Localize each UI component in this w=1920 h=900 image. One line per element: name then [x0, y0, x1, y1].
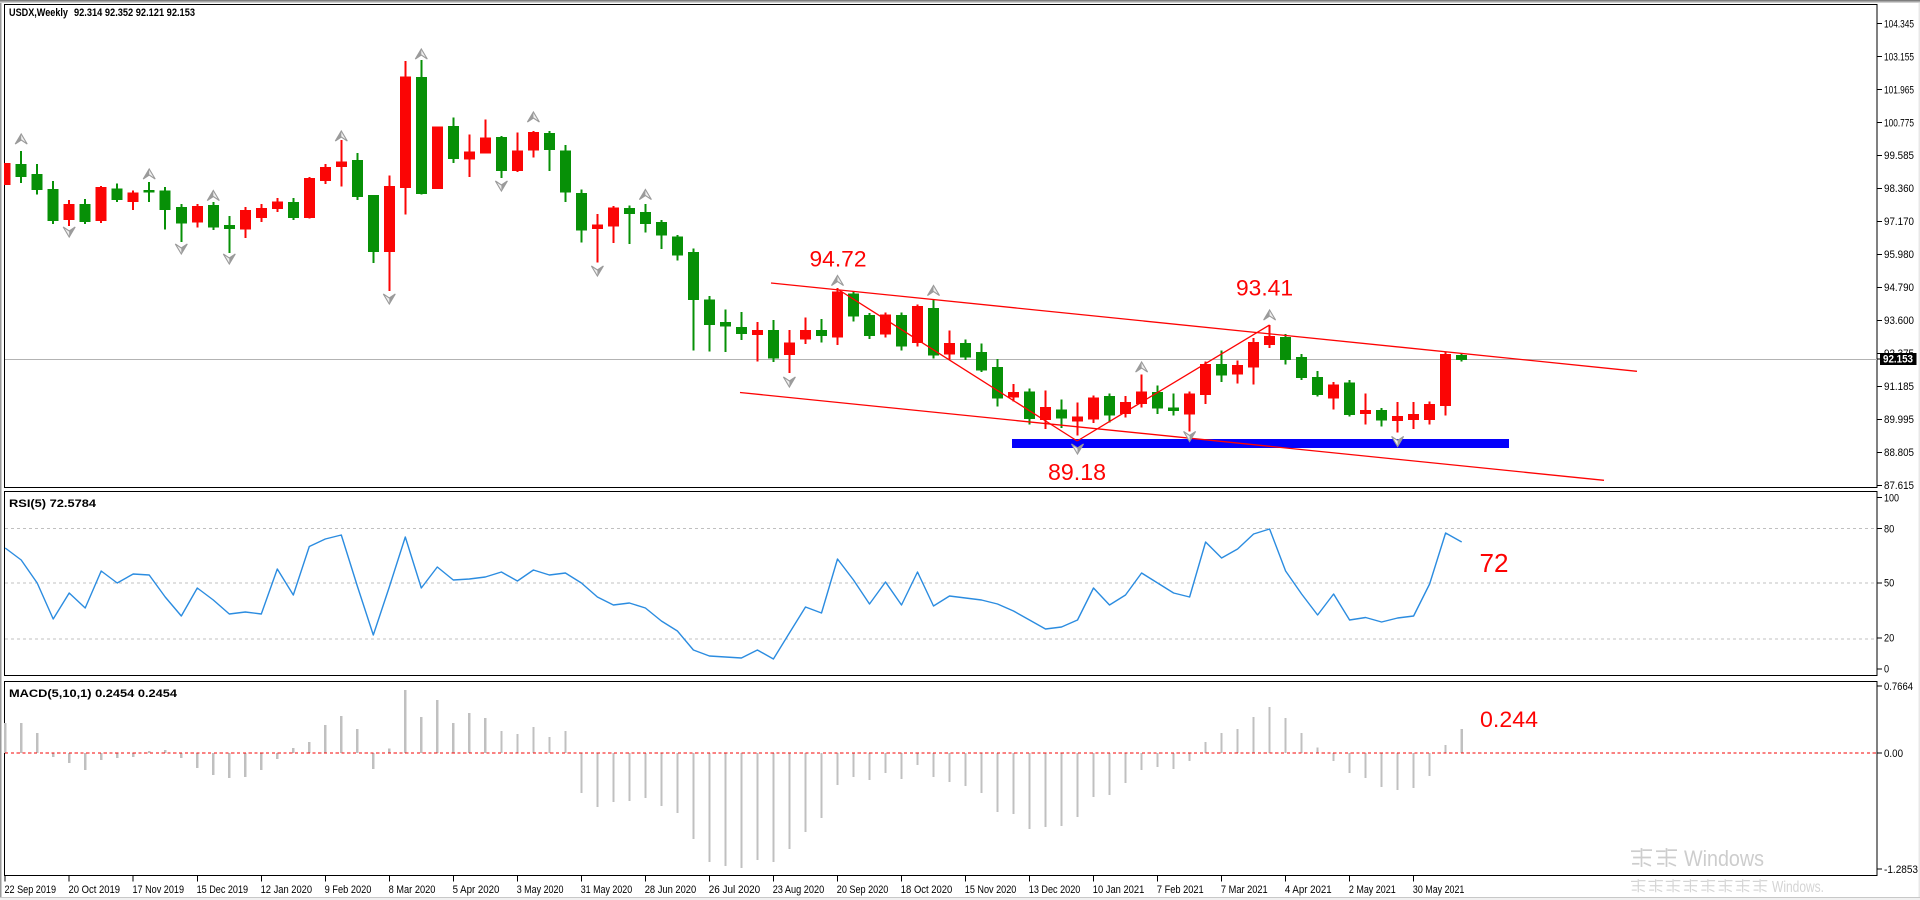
svg-text:104.345: 104.345 — [1884, 18, 1914, 30]
svg-text:94.790: 94.790 — [1884, 282, 1914, 294]
svg-text:12 Jan 2020: 12 Jan 2020 — [261, 884, 313, 896]
svg-text:30 May 2021: 30 May 2021 — [1413, 884, 1465, 896]
svg-text:22 Sep 2019: 22 Sep 2019 — [5, 884, 57, 896]
svg-text:88.805: 88.805 — [1884, 447, 1914, 459]
svg-text:72: 72 — [1480, 548, 1509, 578]
svg-text:100.775: 100.775 — [1884, 117, 1914, 129]
svg-text:95.980: 95.980 — [1884, 249, 1914, 261]
svg-text:20: 20 — [1884, 633, 1894, 645]
svg-text:101.965: 101.965 — [1884, 84, 1914, 96]
svg-text:15 Dec 2019: 15 Dec 2019 — [197, 884, 249, 896]
svg-text:28 Jun 2020: 28 Jun 2020 — [645, 884, 697, 896]
svg-text:0.244: 0.244 — [1480, 707, 1538, 732]
svg-text:99.585: 99.585 — [1884, 150, 1914, 162]
svg-text:93.41: 93.41 — [1236, 276, 1293, 301]
svg-text:89.18: 89.18 — [1048, 459, 1106, 485]
svg-text:-1.2853: -1.2853 — [1884, 864, 1918, 876]
svg-text:8 Mar 2020: 8 Mar 2020 — [389, 884, 436, 896]
svg-text:23 Aug 2020: 23 Aug 2020 — [773, 884, 825, 896]
svg-text:17 Nov 2019: 17 Nov 2019 — [133, 884, 185, 896]
svg-text:3 May 2020: 3 May 2020 — [517, 884, 564, 896]
svg-text:9 Feb 2020: 9 Feb 2020 — [325, 884, 372, 896]
svg-text:97.170: 97.170 — [1884, 216, 1914, 228]
svg-text:50: 50 — [1884, 578, 1894, 590]
svg-text:USDX,Weekly: USDX,Weekly — [9, 7, 69, 19]
svg-text:87.615: 87.615 — [1884, 480, 1914, 492]
svg-text:15 Nov 2020: 15 Nov 2020 — [965, 884, 1017, 896]
svg-text:MACD(5,10,1) 0.2454 0.2454: MACD(5,10,1) 0.2454 0.2454 — [9, 688, 178, 700]
svg-text:4 Apr 2021: 4 Apr 2021 — [1285, 884, 1332, 896]
svg-text:91.185: 91.185 — [1884, 381, 1914, 393]
svg-text:103.155: 103.155 — [1884, 51, 1914, 63]
svg-text:20 Oct 2019: 20 Oct 2019 — [69, 884, 121, 896]
svg-text:18 Oct 2020: 18 Oct 2020 — [901, 884, 953, 896]
svg-text:5 Apr 2020: 5 Apr 2020 — [453, 884, 500, 896]
svg-text:7 Mar 2021: 7 Mar 2021 — [1221, 884, 1268, 896]
svg-text:31 May 2020: 31 May 2020 — [581, 884, 633, 896]
svg-text:Windows: Windows — [1684, 846, 1764, 871]
svg-text:80: 80 — [1884, 523, 1894, 535]
svg-text:0.00: 0.00 — [1884, 748, 1903, 760]
svg-text:Windows.: Windows. — [1772, 879, 1824, 896]
svg-text:7 Feb 2021: 7 Feb 2021 — [1157, 884, 1204, 896]
svg-text:10 Jan 2021: 10 Jan 2021 — [1093, 884, 1145, 896]
svg-text:92.153: 92.153 — [1883, 354, 1913, 366]
svg-text:13 Dec 2020: 13 Dec 2020 — [1029, 884, 1081, 896]
svg-text:92.314 92.352 92.121 92.153: 92.314 92.352 92.121 92.153 — [74, 7, 195, 19]
svg-text:94.72: 94.72 — [810, 247, 867, 272]
svg-text:0.7664: 0.7664 — [1884, 681, 1913, 693]
svg-text:0: 0 — [1884, 664, 1889, 676]
svg-text:93.600: 93.600 — [1884, 315, 1914, 327]
svg-text:2 May 2021: 2 May 2021 — [1349, 884, 1396, 896]
svg-text:89.995: 89.995 — [1884, 414, 1914, 426]
svg-text:RSI(5) 72.5784: RSI(5) 72.5784 — [9, 498, 97, 510]
svg-text:100: 100 — [1884, 493, 1899, 505]
svg-text:98.360: 98.360 — [1884, 183, 1914, 195]
svg-text:26 Jul 2020: 26 Jul 2020 — [709, 884, 761, 896]
svg-text:20 Sep 2020: 20 Sep 2020 — [837, 884, 889, 896]
